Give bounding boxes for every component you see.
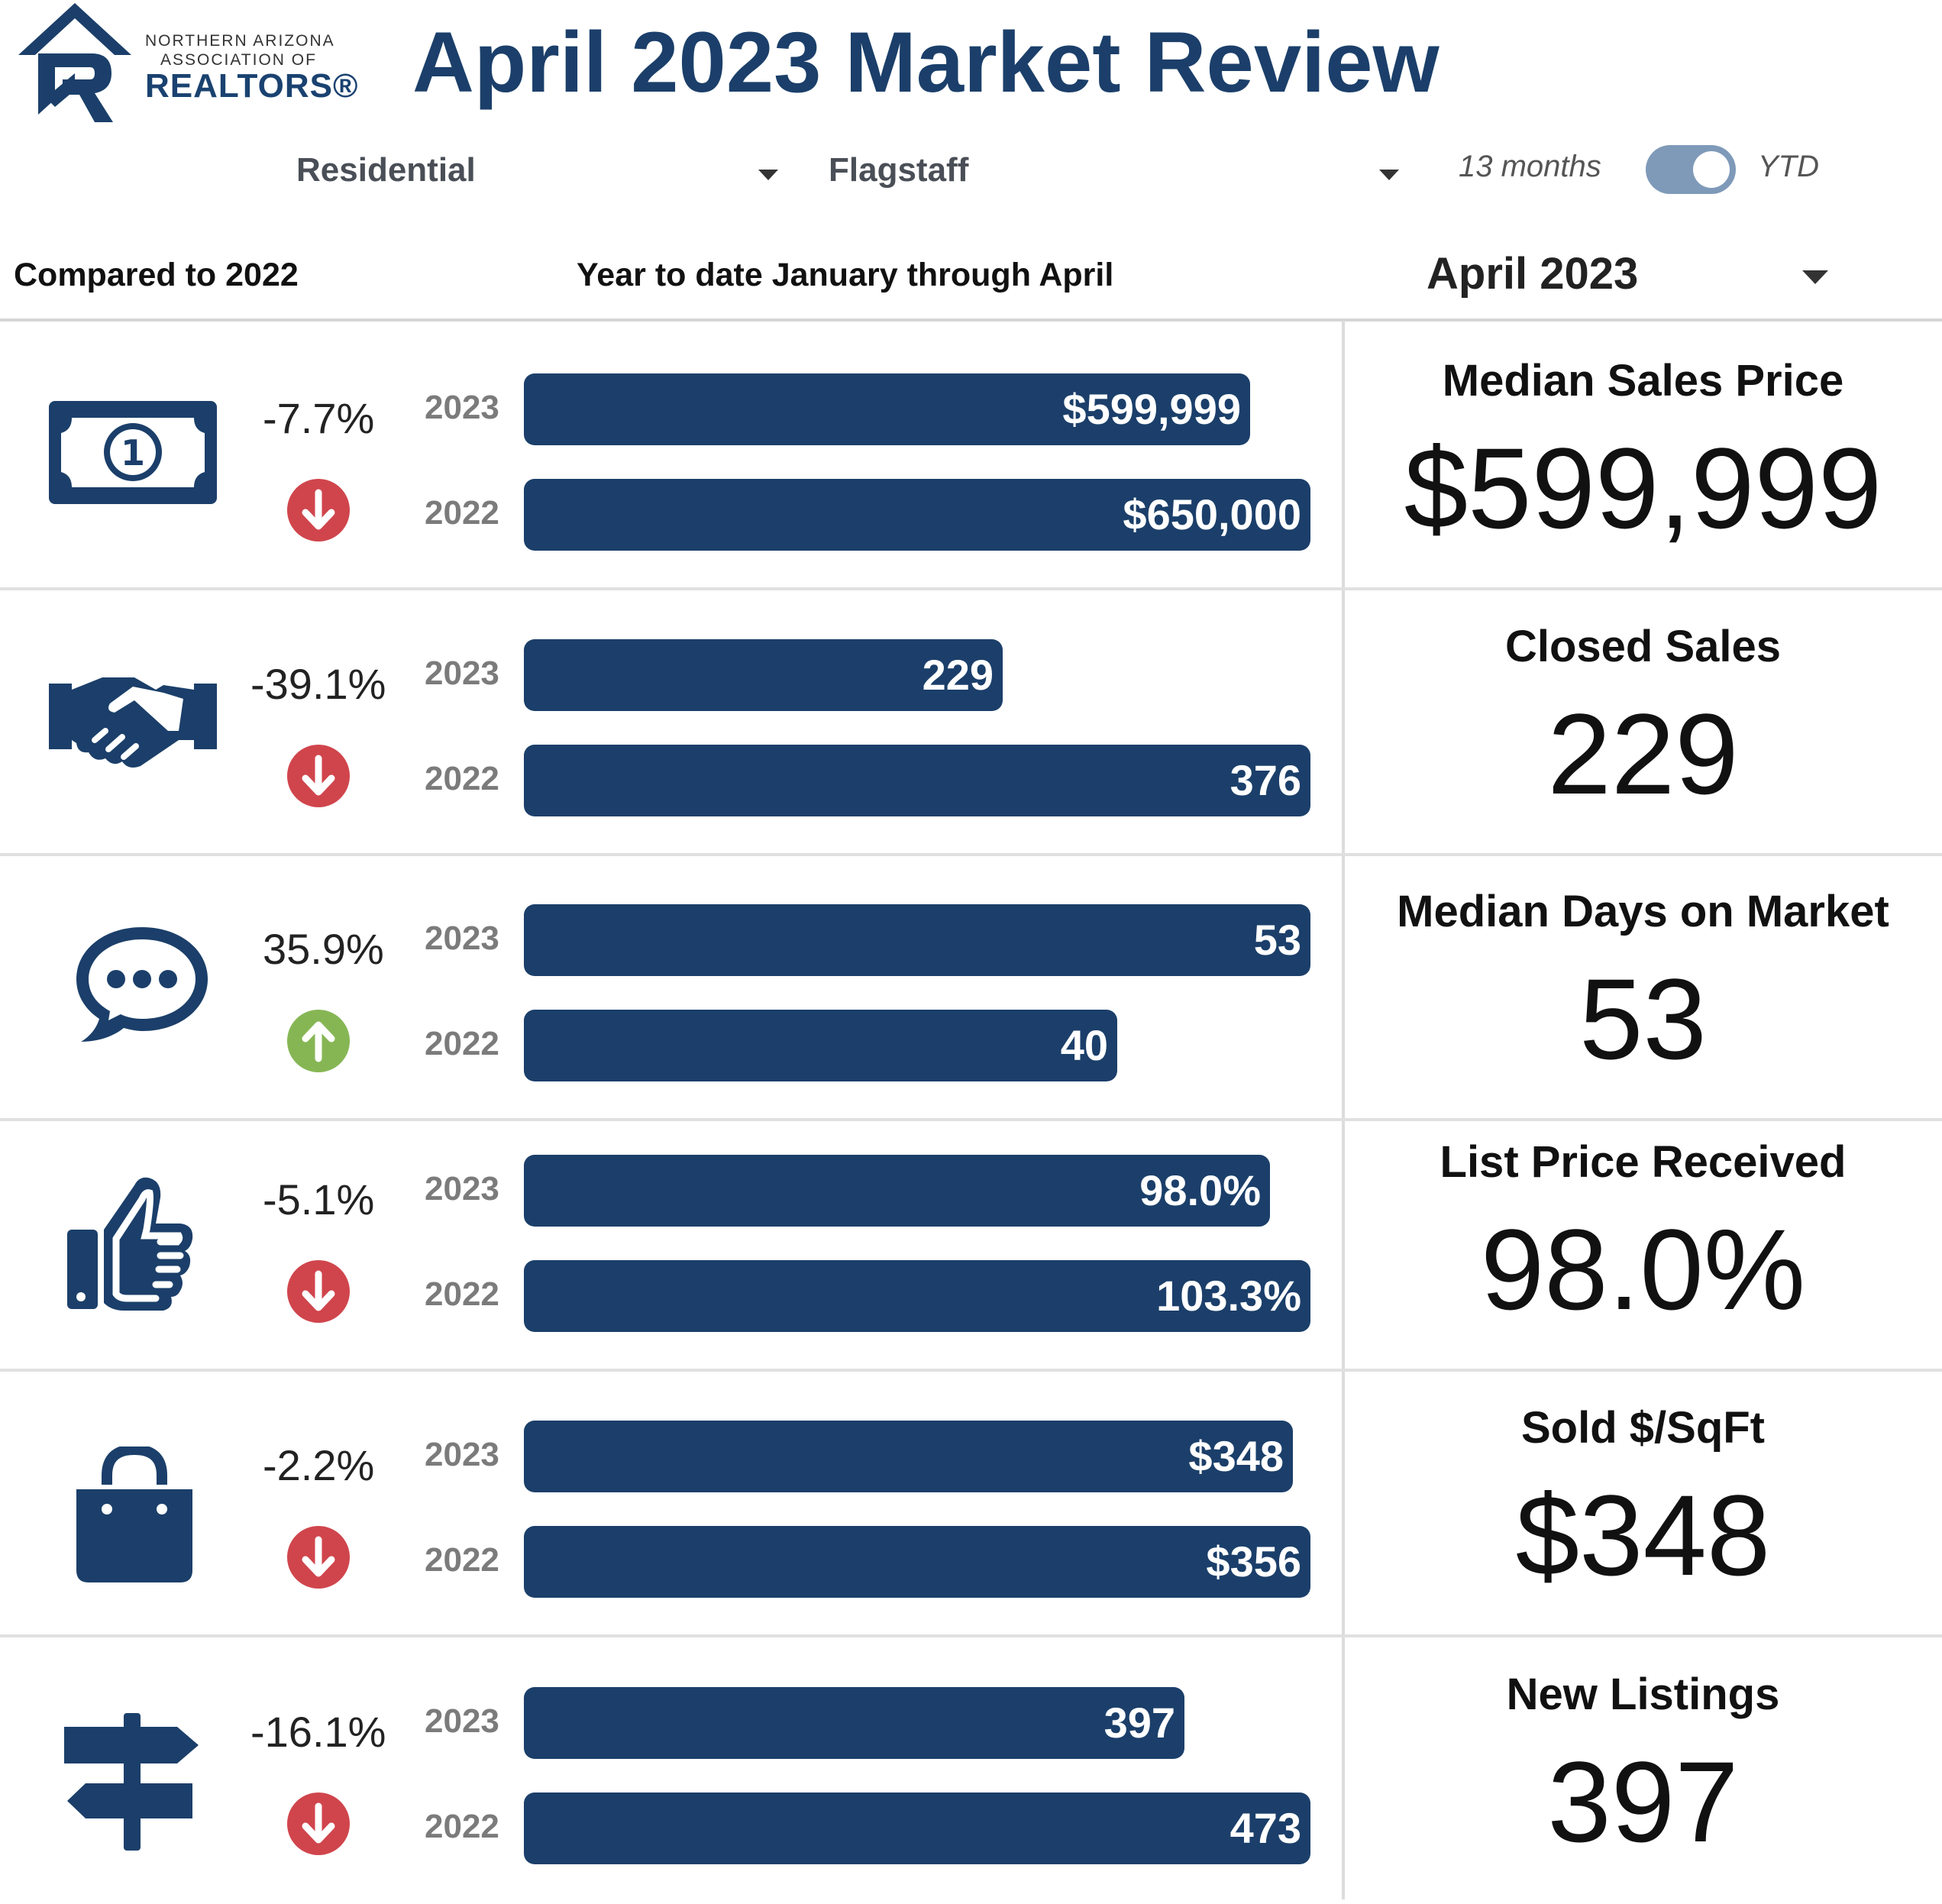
year-label: 2023 — [425, 655, 499, 692]
ytd-toggle[interactable] — [1646, 145, 1736, 194]
dollar-bill-icon: 1 — [49, 401, 217, 508]
metric-row: -2.2% 2023 $348 2022 $356 Sold $/SqFt $348 — [0, 1372, 1942, 1637]
bar-2022: 103.3% — [524, 1260, 1310, 1332]
percent-change: -7.7% — [263, 394, 375, 442]
bar-value-label: 229 — [922, 651, 994, 699]
metric-row: -5.1% 2023 98.0% 2022 103.3% List Price Recei… — [0, 1106, 1942, 1372]
metric-value: 397 — [1547, 1738, 1739, 1866]
bar-value-label: 376 — [1230, 756, 1301, 804]
metric-value: $348 — [1515, 1471, 1771, 1599]
date-range-label: Year to date January through April — [577, 257, 1114, 293]
year-label: 2023 — [425, 1702, 499, 1740]
area-chevron-down-icon[interactable] — [1379, 170, 1399, 180]
month-chevron-down-icon[interactable] — [1802, 270, 1828, 284]
row-divider — [0, 853, 1942, 856]
metric-title: Sold $/SqFt — [1521, 1403, 1765, 1453]
arrow-down-icon — [287, 745, 350, 807]
bar-2022: 376 — [524, 745, 1310, 816]
year-label: 2022 — [425, 494, 499, 532]
arrow-down-icon — [287, 1260, 350, 1323]
percent-change: -16.1% — [250, 1708, 386, 1756]
shopping-bag-icon — [73, 1443, 195, 1588]
metric-title: Median Days on Market — [1397, 887, 1889, 936]
bar-2022: $356 — [524, 1526, 1310, 1598]
metric-row: -16.1% 2023 397 2022 473 New Listings 397 — [0, 1638, 1942, 1904]
year-label: 2023 — [425, 1170, 499, 1207]
logo-line-1: NORTHERN ARIZONA — [145, 32, 335, 50]
bar-2022: 40 — [524, 1010, 1117, 1081]
bar-value-label: 53 — [1253, 916, 1301, 964]
bar-value-label: 98.0% — [1139, 1166, 1261, 1214]
bar-value-label: 40 — [1060, 1021, 1108, 1069]
row-divider — [0, 1118, 1942, 1121]
bar-2023: $348 — [524, 1421, 1293, 1492]
metric-value: 98.0% — [1480, 1205, 1806, 1333]
metric-row: 1 -7.7% 2023 $599,999 2022 $650,000 Median Sa… — [0, 325, 1942, 590]
bar-value-label: 397 — [1103, 1699, 1175, 1747]
percent-change: -5.1% — [263, 1175, 375, 1224]
year-label: 2023 — [425, 1436, 499, 1473]
bar-value-label: $650,000 — [1123, 490, 1301, 538]
bar-value-label: 103.3% — [1156, 1272, 1301, 1320]
percent-change: -2.2% — [263, 1441, 375, 1489]
toggle-knob[interactable] — [1693, 151, 1730, 188]
year-label: 2022 — [425, 1025, 499, 1062]
signpost-icon — [64, 1713, 202, 1854]
metric-title: Median Sales Price — [1442, 356, 1844, 406]
header-divider — [0, 318, 1942, 322]
property-type-chevron-down-icon[interactable] — [758, 170, 778, 180]
year-label: 2022 — [425, 760, 499, 797]
row-divider — [0, 1634, 1942, 1637]
bar-2023: 53 — [524, 904, 1310, 976]
metric-value: $599,999 — [1404, 424, 1882, 552]
svg-text:1: 1 — [121, 432, 145, 474]
toggle-label-ytd[interactable]: YTD — [1758, 150, 1819, 183]
handshake-icon — [49, 667, 217, 774]
metric-value: 229 — [1547, 690, 1739, 818]
metric-title: List Price Received — [1440, 1137, 1847, 1187]
row-divider — [0, 587, 1942, 590]
page-title: April 2023 Market Review — [412, 15, 1440, 110]
bar-2023: 98.0% — [524, 1155, 1270, 1227]
bar-value-label: $356 — [1206, 1537, 1301, 1586]
percent-change: -39.1% — [250, 660, 386, 708]
year-label: 2022 — [425, 1541, 499, 1579]
arrow-down-icon — [287, 1526, 350, 1589]
bar-value-label: $348 — [1188, 1432, 1284, 1480]
house-logo-icon — [18, 3, 131, 122]
metric-title: New Listings — [1506, 1670, 1780, 1719]
metric-row: 35.9% 2023 53 2022 40 Median Days on Market 53 — [0, 855, 1942, 1121]
year-label: 2023 — [425, 920, 499, 957]
bar-2023: $599,999 — [524, 373, 1250, 445]
percent-change: 35.9% — [263, 925, 384, 973]
toggle-label-13-months[interactable]: 13 months — [1459, 150, 1601, 183]
month-select[interactable]: April 2023 — [1427, 249, 1639, 299]
arrow-down-icon — [287, 479, 350, 541]
bar-value-label: 473 — [1230, 1804, 1301, 1852]
year-label: 2023 — [425, 389, 499, 426]
bar-2022: $650,000 — [524, 479, 1310, 551]
metric-value: 53 — [1579, 955, 1707, 1083]
row-divider — [0, 1369, 1942, 1372]
arrow-down-icon — [287, 1792, 350, 1855]
thumbs-up-icon — [66, 1175, 195, 1316]
year-label: 2022 — [425, 1275, 499, 1313]
bar-value-label: $599,999 — [1062, 385, 1241, 433]
speech-bubble-icon — [73, 923, 211, 1049]
vertical-divider — [1342, 321, 1345, 1899]
metric-title: Closed Sales — [1504, 622, 1782, 671]
realtors-logo: NORTHERN ARIZONA ASSOCIATION OF REALTORS… — [15, 0, 357, 130]
property-type-select[interactable]: Residential — [296, 151, 476, 189]
compared-label: Compared to 2022 — [14, 257, 299, 293]
area-select[interactable]: Flagstaff — [829, 151, 969, 189]
logo-line-3: REALTORS® — [145, 67, 359, 105]
arrow-up-icon — [287, 1010, 350, 1072]
logo-line-2: ASSOCIATION OF — [160, 51, 317, 69]
metric-row: -39.1% 2023 229 2022 376 Closed Sales 229 — [0, 590, 1942, 856]
year-label: 2022 — [425, 1808, 499, 1845]
bar-2023: 397 — [524, 1687, 1184, 1759]
bar-2023: 229 — [524, 639, 1003, 711]
bar-2022: 473 — [524, 1792, 1310, 1864]
